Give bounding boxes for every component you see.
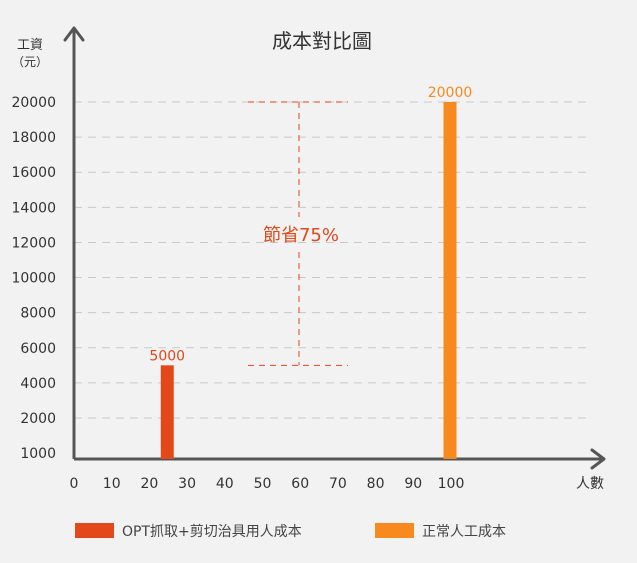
y-axis-title: 工資 [17,38,43,53]
x-axis-arrow [590,448,606,470]
y-tick-label: 1000 [20,446,56,462]
y-tick-label: 20000 [11,95,56,111]
legend: OPT抓取+剪切治具用人成本 正常人工成本 [75,523,506,540]
legend-label: OPT抓取+剪切治具用人成本 [122,524,302,540]
y-tick-label: 18000 [11,130,56,146]
chart-title: 成本對比圖 [272,29,372,53]
x-tick-label: 30 [178,476,196,492]
legend-label: 正常人工成本 [422,524,506,540]
y-axis-arrow [63,26,85,42]
bars [160,101,457,459]
x-tick-label: 20 [140,476,158,492]
x-tick-label: 60 [291,476,309,492]
axes [63,26,606,470]
legend-swatch [375,523,414,538]
x-tick-label: 90 [404,476,422,492]
grid-lines [74,101,588,419]
bar-value-label: 20000 [428,85,473,101]
bar-2 [443,102,457,459]
y-tick-label: 8000 [20,306,56,322]
y-tick-label: 6000 [20,341,56,357]
x-tick-label: 10 [103,476,121,492]
x-tick-label: 50 [254,476,272,492]
y-tick-label: 12000 [11,235,56,251]
y-tick-label: 2000 [20,411,56,427]
x-tick-label: 80 [367,476,385,492]
bar-value-label: 5000 [149,348,185,364]
x-tick-label: 40 [216,476,234,492]
x-tick-label: 100 [438,476,465,492]
y-axis-unit: （元） [12,55,48,69]
savings-annotation: 節省75% [263,225,339,246]
x-axis-title: 人數 [576,476,604,492]
y-tick-label: 14000 [11,200,56,216]
chart-text: 1000200040006000800010000120001400016000… [11,29,604,492]
x-tick-label: 0 [70,476,79,492]
legend-swatch [75,523,114,538]
x-tick-label: 70 [329,476,347,492]
bar-1 [160,365,174,459]
y-tick-label: 10000 [11,271,56,287]
y-tick-label: 16000 [11,165,56,181]
y-tick-label: 4000 [20,376,56,392]
